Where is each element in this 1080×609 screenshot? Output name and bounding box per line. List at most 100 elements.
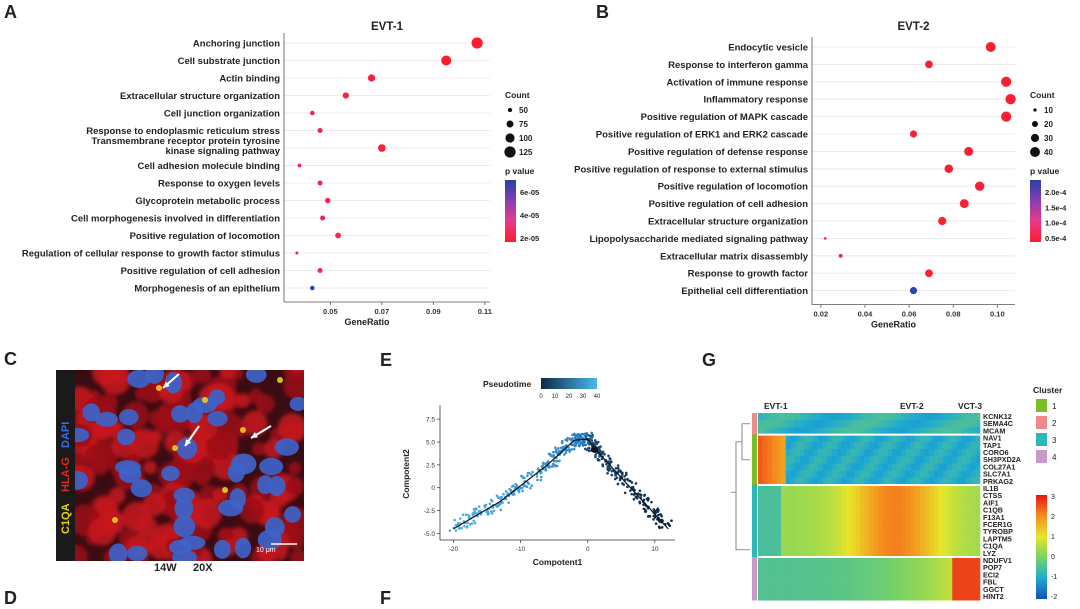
x-tick-label: 0.04 bbox=[858, 310, 873, 319]
x-tick-label: 0.09 bbox=[426, 307, 441, 316]
term-label: kinase signaling pathway bbox=[165, 146, 280, 157]
data-dot bbox=[320, 215, 326, 221]
gene-label: PRKAG2 bbox=[983, 477, 1013, 486]
microscopy-panel: C1QA HLA-G DAPI 10 μm bbox=[56, 370, 304, 561]
gene-label: NAV1 bbox=[983, 434, 1002, 443]
data-dot bbox=[909, 287, 918, 295]
gene-label: MCAM bbox=[983, 426, 1005, 435]
data-dot bbox=[335, 232, 341, 239]
cluster-legend-swatch bbox=[1036, 433, 1047, 446]
x-tick-label: 0.10 bbox=[990, 310, 1005, 319]
cluster-legend-title: Cluster bbox=[1033, 385, 1063, 395]
term-label: Lipopolysaccharide mediated signaling pa… bbox=[589, 234, 808, 245]
x-axis-label: GeneRatio bbox=[344, 317, 390, 327]
data-dot bbox=[317, 180, 323, 186]
cluster-strip bbox=[752, 585, 757, 594]
legend-p-tick: 1.0e-4 bbox=[1045, 219, 1067, 228]
data-dot bbox=[295, 251, 299, 255]
data-dot bbox=[310, 285, 315, 291]
data-dot bbox=[310, 110, 315, 116]
x-axis-label: GeneRatio bbox=[871, 320, 917, 328]
legend-count-dot bbox=[506, 120, 514, 128]
gene-label: IL1B bbox=[983, 484, 999, 493]
cluster-strip bbox=[752, 513, 757, 522]
term-label: Actin binding bbox=[219, 74, 280, 85]
legend-p-title: p value bbox=[505, 166, 535, 176]
gene-label: LAPTM5 bbox=[983, 534, 1012, 543]
legend-count-label: 100 bbox=[519, 134, 533, 143]
x-tick-label: -20 bbox=[449, 546, 459, 553]
panel-label-e: E bbox=[380, 350, 393, 370]
data-dot bbox=[823, 237, 827, 240]
pseudotime-heatmap: EVT-1 EVT-2 VCT-3KCNK12SEMA4CMCAMNAV1TAP1C… bbox=[731, 385, 1063, 601]
cluster-strip bbox=[752, 477, 757, 486]
data-dot bbox=[378, 144, 386, 152]
cluster-strip bbox=[752, 413, 757, 421]
term-label: Endocytic vesicle bbox=[728, 43, 808, 54]
data-dot bbox=[959, 199, 969, 209]
gene-label: HINT2 bbox=[983, 592, 1004, 601]
c1qa-signal bbox=[112, 377, 283, 523]
gene-label: CTSS bbox=[983, 491, 1002, 500]
expression-scale bbox=[1036, 495, 1047, 599]
gene-label: ECI2 bbox=[983, 570, 999, 579]
data-dot bbox=[367, 74, 376, 82]
term-label: Positive regulation of response to exter… bbox=[574, 164, 808, 175]
colorbar-tick: 30 bbox=[580, 394, 587, 400]
data-dot bbox=[944, 164, 954, 174]
cluster-strip bbox=[752, 571, 757, 579]
expression-scale-tick: -2 bbox=[1051, 594, 1057, 601]
heatmap-cells bbox=[758, 413, 981, 601]
term-label: Positive regulation of locomotion bbox=[658, 182, 809, 193]
cluster-legend-label: 1 bbox=[1052, 402, 1057, 411]
expression-scale-tick: 3 bbox=[1051, 494, 1055, 501]
chart-title: EVT-1 bbox=[371, 21, 404, 33]
cluster-strip bbox=[752, 456, 757, 464]
cluster-strip bbox=[752, 499, 757, 507]
x-tick-label: 0.11 bbox=[478, 307, 492, 316]
legend-count-label: 40 bbox=[1044, 148, 1053, 157]
dendrogram bbox=[731, 423, 750, 551]
legend-p-title: p value bbox=[1030, 166, 1060, 176]
term-label: Positive regulation of locomotion bbox=[130, 231, 281, 242]
cluster-strip bbox=[752, 542, 757, 551]
gene-label: C1QA bbox=[983, 542, 1003, 551]
term-label: Inflammatory response bbox=[703, 95, 808, 106]
trajectory-line bbox=[453, 438, 669, 530]
data-dot bbox=[471, 37, 483, 49]
term-label: Transmembrane receptor protein tyrosine bbox=[92, 136, 280, 147]
channel-labels: C1QA HLA-G DAPI bbox=[56, 370, 75, 561]
term-label: Cell adhesion molecule binding bbox=[137, 161, 280, 172]
data-dot bbox=[325, 197, 331, 204]
panel-label-g: G bbox=[702, 350, 717, 370]
panel-label-a: A bbox=[4, 2, 17, 22]
term-label: Cell substrate junction bbox=[178, 56, 281, 67]
legend-count-label: 10 bbox=[1044, 106, 1053, 115]
expression-scale-tick: 0 bbox=[1051, 554, 1055, 561]
term-label: Anchoring junction bbox=[193, 39, 280, 50]
legend-p-tick: 6e-05 bbox=[520, 188, 539, 197]
term-label: Extracellular matrix disassembly bbox=[660, 251, 809, 262]
term-label: Glycoprotein metabolic process bbox=[135, 196, 280, 207]
expression-scale-tick: -1 bbox=[1051, 574, 1057, 581]
cluster-strip bbox=[752, 470, 757, 479]
cell-points bbox=[448, 431, 673, 532]
data-dot bbox=[317, 128, 323, 133]
colorbar-title: Pseudotime bbox=[483, 379, 531, 389]
cluster-strip bbox=[752, 441, 757, 450]
x-tick-label: 0.06 bbox=[902, 310, 917, 319]
data-dot bbox=[441, 55, 452, 66]
y-tick-label: -2.5 bbox=[424, 508, 436, 515]
cluster-strip bbox=[752, 449, 757, 457]
colorbar bbox=[541, 378, 597, 389]
arrow-head bbox=[251, 432, 258, 438]
scale-bar-label: 10 μm bbox=[256, 547, 276, 554]
legend-p-tick: 0.5e-4 bbox=[1045, 234, 1067, 243]
term-label: Cell junction organization bbox=[164, 109, 280, 120]
y-tick-label: 2.5 bbox=[426, 462, 435, 469]
colorbar-tick: 10 bbox=[552, 394, 559, 400]
cluster-legend-label: 3 bbox=[1052, 436, 1057, 445]
gene-label: SH3PXD2A bbox=[983, 455, 1021, 464]
legend-p-tick: 2e-05 bbox=[520, 234, 539, 243]
x-tick-label: 0.08 bbox=[946, 310, 961, 319]
